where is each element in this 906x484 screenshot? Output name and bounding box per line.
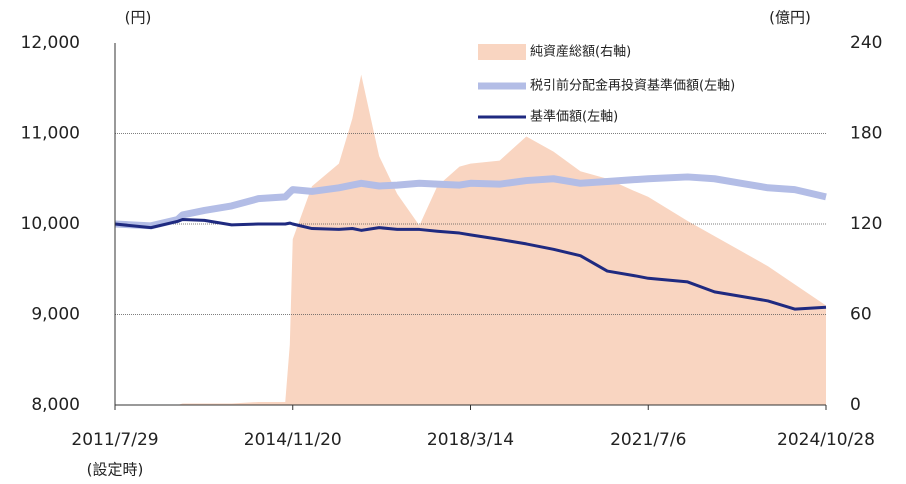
y2-tick-label: 120 xyxy=(850,214,882,234)
legend-swatch xyxy=(478,44,526,60)
legend-label: 純資産総額(右軸) xyxy=(530,44,631,60)
y2-tick-label: 240 xyxy=(850,33,882,53)
y2-axis-label: (億円) xyxy=(769,9,811,27)
x-tick-label: 2021/7/6 xyxy=(610,430,686,450)
y-axis-label: (円) xyxy=(125,9,152,27)
line xyxy=(114,217,827,311)
y2-tick-label: 60 xyxy=(850,305,872,325)
x-tick-label: 2011/7/29 xyxy=(71,430,158,450)
y-tick-label: 8,000 xyxy=(31,395,80,415)
y2-tick-label: 180 xyxy=(850,124,882,144)
y2-tick-label: 0 xyxy=(850,395,861,415)
y-tick-label: 11,000 xyxy=(21,124,80,144)
annotation: (設定時) xyxy=(87,461,144,479)
y-tick-label: 10,000 xyxy=(21,214,80,234)
legend-label: 税引前分配金再投資基準価額(左軸) xyxy=(530,78,735,94)
legend-label: 基準価額(左軸) xyxy=(530,109,618,125)
x-tick-label: 2014/11/20 xyxy=(244,430,342,450)
y-tick-label: 9,000 xyxy=(31,305,80,325)
x-tick-label: 2024/10/28 xyxy=(777,430,875,450)
x-tick-label: 2018/3/14 xyxy=(427,430,514,450)
area xyxy=(115,74,826,406)
line xyxy=(114,173,827,230)
y-tick-label: 12,000 xyxy=(21,33,80,53)
